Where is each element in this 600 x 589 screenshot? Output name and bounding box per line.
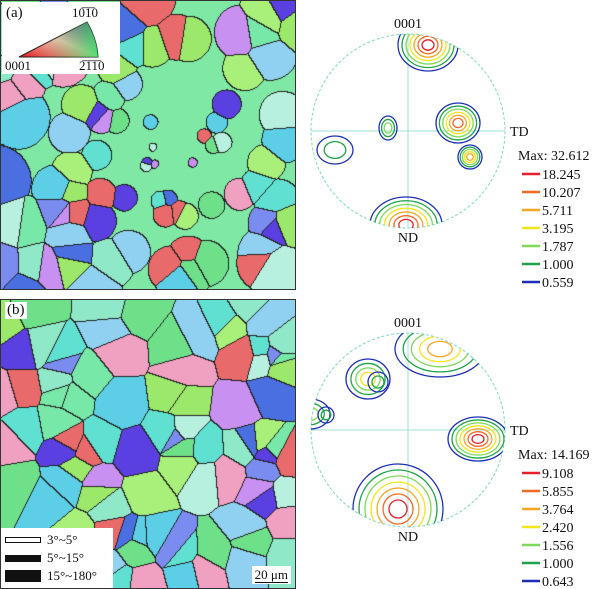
legend-value: 10.207 [542, 186, 581, 201]
contour-line [378, 115, 398, 141]
panel-label: (b) [5, 302, 27, 319]
contour-line [467, 431, 489, 447]
scale-bar-label: 20 μm [254, 567, 288, 583]
boundary-swatch-low [5, 537, 41, 543]
ipf-triangle [18, 21, 99, 58]
contour-line [471, 433, 485, 445]
contour-line [320, 409, 332, 421]
contour-line [388, 499, 408, 519]
ipf-key-right-label: 2̅1̅1̅0 [79, 58, 105, 73]
ipf-key-left-label: 0001 [5, 58, 31, 73]
legend-value: 1.787 [542, 240, 574, 255]
contour-line [352, 463, 444, 527]
legend-value: 9.108 [542, 467, 574, 482]
legend-value: 3.195 [542, 222, 574, 237]
contour-line [448, 114, 468, 132]
contour-line [383, 207, 429, 228]
contour-line [459, 425, 497, 453]
boundary-swatch-mid [5, 554, 41, 562]
ipf-key-top-label: 10̅1̅0 [72, 5, 98, 20]
contour-line [413, 34, 443, 58]
contour-line [417, 35, 439, 55]
contour-line [463, 150, 477, 164]
contour-line [311, 398, 331, 430]
legend-value: 5.855 [542, 485, 574, 500]
contour-line [311, 406, 320, 422]
nd-label: ND [398, 231, 418, 246]
contour-line [418, 335, 462, 363]
boundary-label: 15°~180° [47, 568, 97, 583]
td-label: TD [510, 125, 529, 140]
contour-line [323, 140, 347, 160]
max-label: Max: 32.612 [518, 149, 590, 164]
pole-label: 0001 [394, 17, 422, 32]
boundary-label: 5°~15° [47, 550, 84, 565]
contour-line [435, 102, 481, 144]
contour-line [370, 481, 426, 527]
contour-line [371, 375, 385, 389]
contour-line [447, 416, 505, 462]
contour-line [463, 428, 493, 450]
panel-label: (a) [6, 5, 23, 21]
contour-line [317, 406, 335, 424]
contour-line [316, 135, 354, 165]
boundary-label: 3°~5° [47, 532, 78, 547]
ebsd-map-b: (b) 3°~5° 5°~15° 15°~180° 20 μm [0, 299, 296, 589]
contour-line [461, 148, 479, 166]
legend-value: 18.245 [542, 168, 581, 183]
contour-line [383, 122, 393, 134]
contour-line [382, 493, 414, 525]
pole-label: 0001 [394, 316, 422, 331]
legend-value: 1.000 [542, 258, 574, 273]
contour-line [380, 118, 396, 138]
contour-line [455, 422, 501, 456]
legend-value: 0.643 [542, 575, 574, 589]
contours [316, 34, 483, 228]
max-label: Max: 14.169 [518, 448, 590, 463]
contour-line [358, 469, 438, 527]
contour-line [405, 34, 451, 65]
contour-line [409, 34, 447, 62]
legend-value: 5.711 [542, 204, 573, 219]
contour-line [376, 487, 420, 527]
contour-line [466, 153, 474, 161]
grain-boundary-legend: 3°~5° 5°~15° 15°~180° [1, 528, 113, 588]
contour-line [457, 144, 483, 170]
td-label: TD [510, 424, 529, 439]
contour-line [388, 211, 424, 228]
contour-line [367, 371, 389, 393]
contour-line [355, 367, 381, 391]
contour-line [393, 215, 419, 228]
contour-line [364, 475, 432, 527]
scale-bar: 20 μm [251, 566, 291, 584]
contour-line [452, 117, 464, 129]
contour-line [345, 358, 391, 400]
pole-figure-b: 0001 TD ND Max: 14.169 9.108 5.855 3.764 2.420 1… [310, 316, 590, 589]
contour-line [398, 218, 414, 228]
contour-line [438, 105, 478, 141]
pole-figure-a: 0001 TD ND Max: 32.612 18.245 10.207 5.711 3.19… [310, 17, 590, 290]
contour-line [311, 402, 325, 426]
contour-line [451, 419, 505, 459]
contours [311, 333, 505, 527]
contour-line [427, 340, 453, 358]
legend-value: 3.764 [542, 503, 574, 518]
contour-line [350, 362, 386, 396]
legend-value: 0.559 [542, 276, 574, 290]
contour-line [459, 146, 481, 168]
legend-value: 2.420 [542, 521, 574, 536]
contour-line [360, 371, 376, 387]
boundary-swatch-high [5, 570, 41, 582]
contour-line [421, 39, 435, 51]
contour-line [442, 108, 474, 138]
ipf-color-key: (a) 10̅1̅0 0001 2̅1̅1̅0 [2, 2, 120, 74]
nd-label: ND [398, 530, 418, 545]
legend-value: 1.000 [542, 557, 574, 572]
ebsd-map-a: (a) 10̅1̅0 0001 2̅1̅1̅0 [0, 0, 296, 290]
legend-value: 1.556 [542, 539, 574, 554]
contour-line [445, 111, 471, 135]
